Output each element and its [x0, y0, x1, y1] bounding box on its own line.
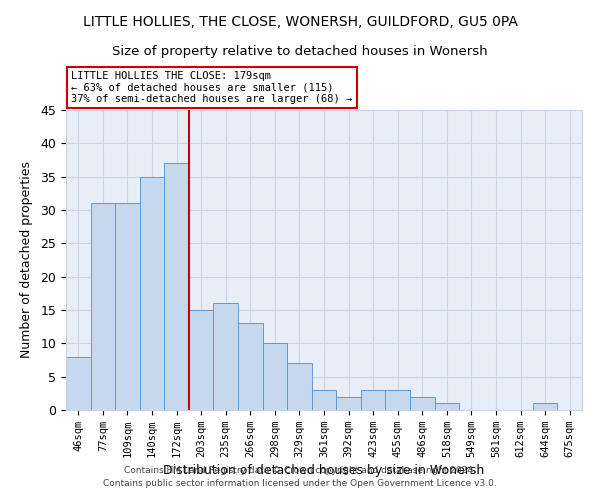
Text: LITTLE HOLLIES, THE CLOSE, WONERSH, GUILDFORD, GU5 0PA: LITTLE HOLLIES, THE CLOSE, WONERSH, GUIL… — [83, 15, 517, 29]
Bar — [140, 176, 164, 410]
Bar — [336, 396, 361, 410]
Bar — [214, 304, 238, 410]
Bar — [312, 390, 336, 410]
Text: LITTLE HOLLIES THE CLOSE: 179sqm
← 63% of detached houses are smaller (115)
37% : LITTLE HOLLIES THE CLOSE: 179sqm ← 63% o… — [71, 71, 352, 104]
Text: Contains HM Land Registry data © Crown copyright and database right 2024.
Contai: Contains HM Land Registry data © Crown c… — [103, 466, 497, 487]
Text: Size of property relative to detached houses in Wonersh: Size of property relative to detached ho… — [112, 45, 488, 58]
Bar — [91, 204, 115, 410]
Bar — [385, 390, 410, 410]
Bar — [238, 324, 263, 410]
Bar — [410, 396, 434, 410]
Y-axis label: Number of detached properties: Number of detached properties — [20, 162, 34, 358]
Bar — [533, 404, 557, 410]
Bar — [66, 356, 91, 410]
Bar — [164, 164, 189, 410]
Bar — [115, 204, 140, 410]
X-axis label: Distribution of detached houses by size in Wonersh: Distribution of detached houses by size … — [163, 464, 485, 477]
Bar — [287, 364, 312, 410]
Bar — [189, 310, 214, 410]
Bar — [434, 404, 459, 410]
Bar — [263, 344, 287, 410]
Bar — [361, 390, 385, 410]
